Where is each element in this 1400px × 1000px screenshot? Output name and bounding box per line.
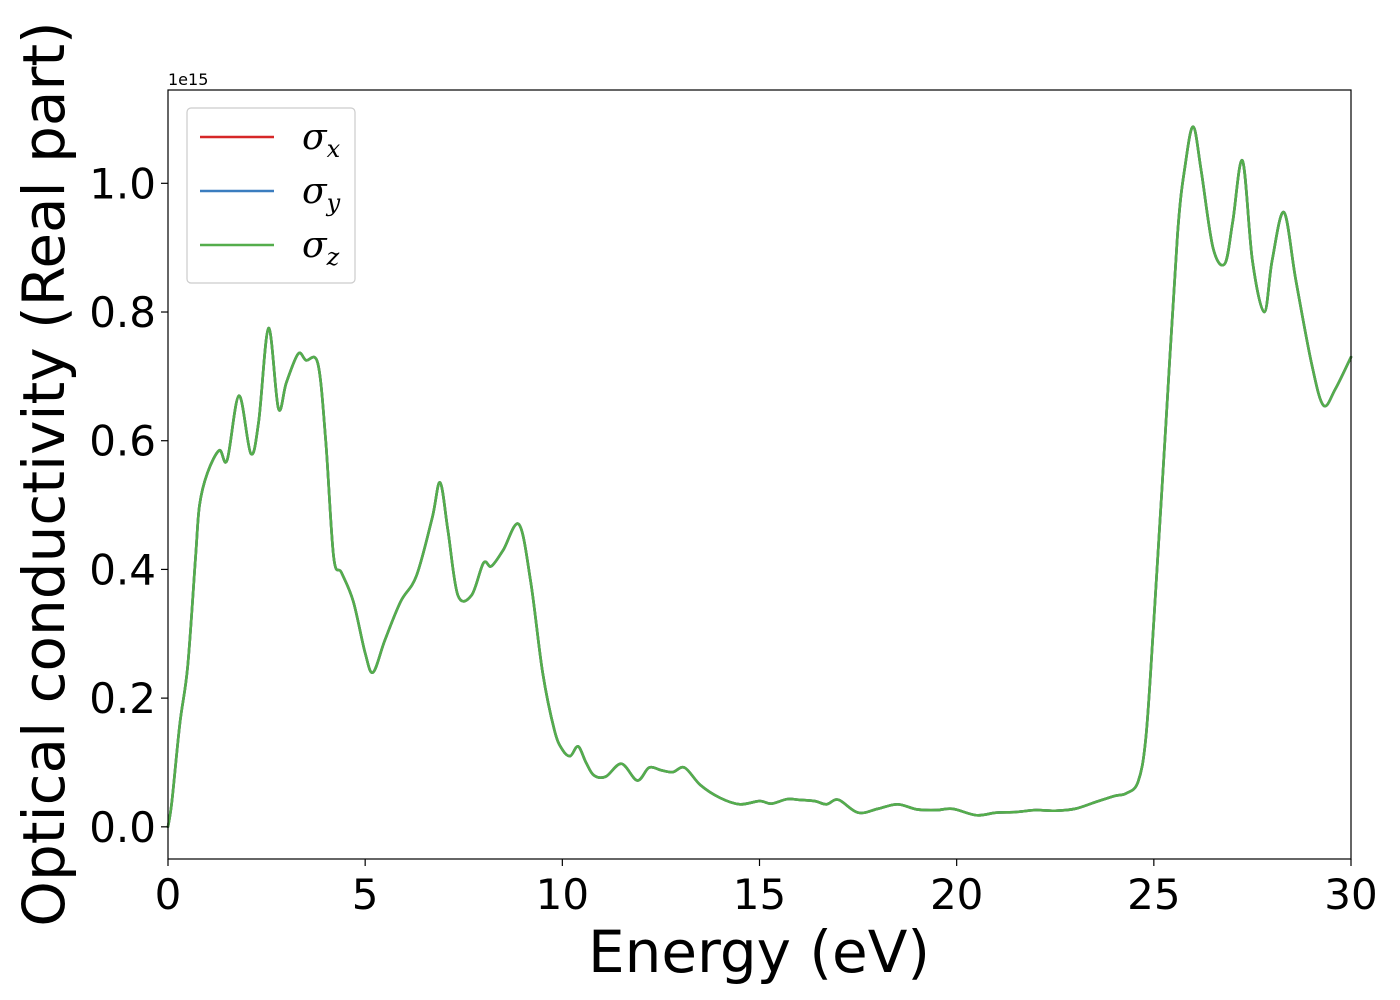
y-tick-label: 0.2 (89, 674, 156, 723)
x-tick-label: 15 (733, 870, 786, 919)
y-axis-title: Optical conductivity (Real part) (10, 21, 78, 926)
y-tick-label: 0.8 (89, 288, 156, 337)
y-tick-label: 0.0 (89, 803, 156, 852)
legend-label-z: σz (302, 225, 340, 271)
legend-label-x: σx (302, 117, 341, 163)
series-layer (166, 125, 1353, 829)
plot-background (168, 90, 1351, 859)
x-tick-label: 30 (1324, 870, 1377, 919)
legend-label-y: σy (302, 171, 341, 217)
legend: σx σy σz (186, 107, 356, 284)
legend-box (186, 107, 356, 284)
y-tick-label: 0.4 (89, 545, 156, 594)
legend-items: σx σy σz (200, 117, 341, 271)
x-axis-title: Energy (eV) (588, 918, 930, 986)
y-ticks: 0.0 0.2 0.4 0.6 0.8 1.0 (89, 159, 168, 852)
x-tick-label: 10 (536, 870, 589, 919)
y-tick-label: 1.0 (89, 159, 156, 208)
x-tick-label: 0 (155, 870, 182, 919)
y-offset-label: 1e15 (168, 70, 208, 89)
series-line-z (166, 125, 1353, 829)
x-tick-label: 25 (1127, 870, 1180, 919)
x-ticks: 0 5 10 15 20 25 30 (155, 859, 1378, 919)
x-tick-label: 20 (930, 870, 983, 919)
y-tick-label: 0.6 (89, 417, 156, 466)
x-tick-label: 5 (352, 870, 379, 919)
